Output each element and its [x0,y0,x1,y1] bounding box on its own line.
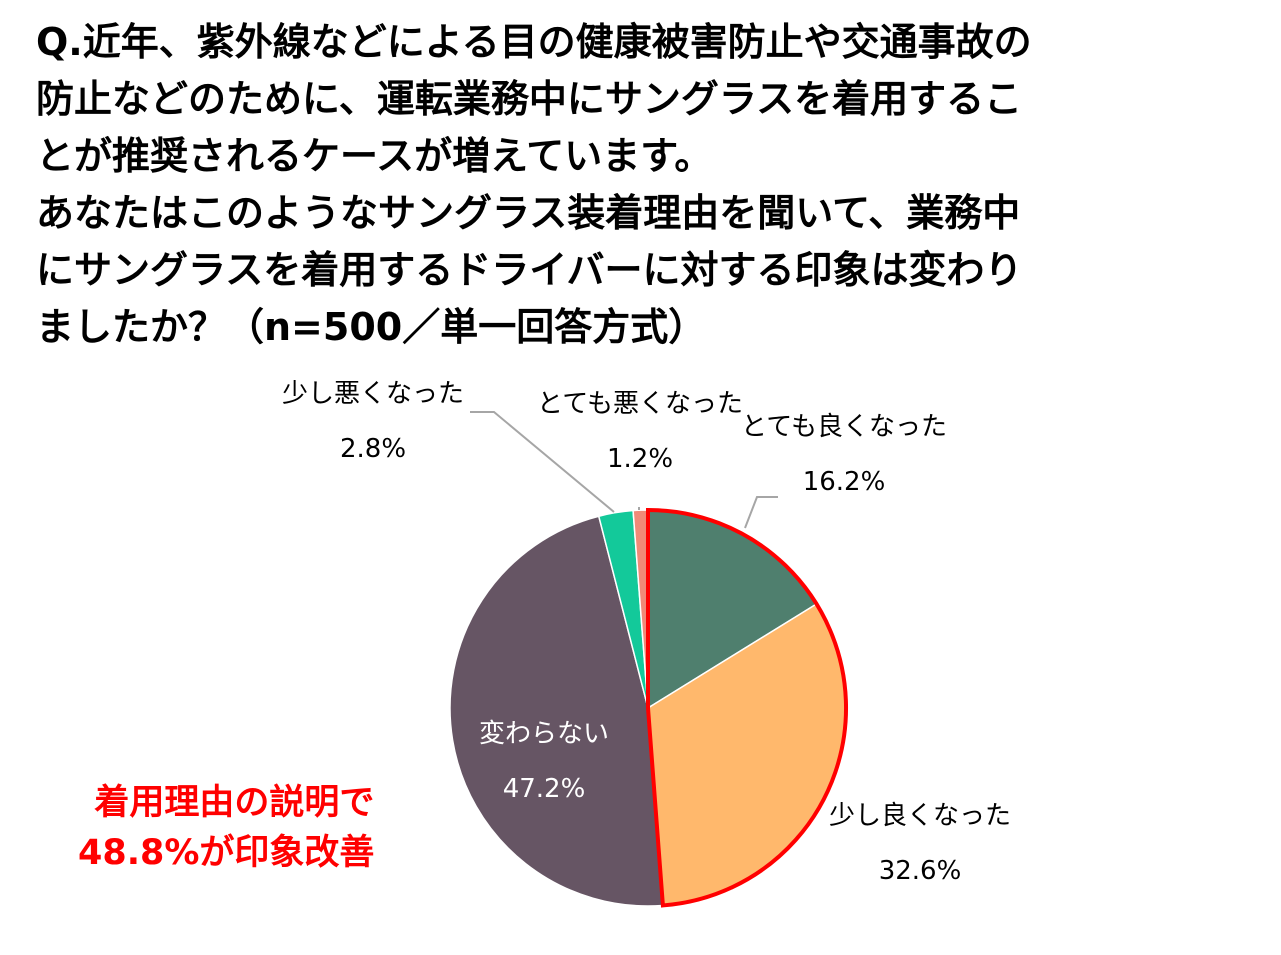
slice-label-3: 変わらない [479,719,609,749]
pie-slices [449,509,847,907]
question-line: ましたか？（n=500／単一回答方式） [36,305,707,349]
callout-text: 着用理由の説明で 48.8%が印象改善 [78,778,374,878]
callout-line-1: 着用理由の説明で [94,783,375,823]
slice-label-5: とても悪くなった [537,389,743,419]
question-line: あなたはこのようなサングラス装着理由を聞いて、業務中 [36,191,1021,235]
callout-line-2: 48.8%が印象改善 [78,833,375,873]
question-line: Q.近年、紫外線などによる目の健康被害防止や交通事故の [36,20,1032,64]
slice-value-4: 2.8% [340,434,406,464]
pie-chart: とても良くなった 16.2% 少し良くなった 32.6% 変わらない 47.2% 少し悪くな… [282,379,1011,908]
pie-slice-3 [449,515,664,907]
slice-value-3: 47.2% [503,774,586,804]
highlight-outline [646,507,848,908]
slice-label-2: 少し良くなった [829,801,1011,831]
slice-value-1: 16.2% [803,467,886,497]
highlight-border [646,507,848,908]
question-line: とが推奨されるケースが増えています。 [36,134,713,178]
slice-value-2: 32.6% [879,856,962,886]
leader-line-4 [470,411,615,513]
question-text: Q.近年、紫外線などによる目の健康被害防止や交通事故の 防止などのために、運転業… [36,14,1251,356]
slice-label-4: 少し悪くなった [282,379,464,409]
slice-labels: とても良くなった 16.2% 少し良くなった 32.6% 変わらない 47.2% 少し悪くな… [282,379,1011,886]
leader-lines [470,411,778,529]
leader-line-1 [744,496,778,529]
question-line: にサングラスを着用するドライバーに対する印象は変わり [36,248,1023,292]
question-line: 防止などのために、運転業務中にサングラスを着用するこ [36,77,1023,121]
slice-value-5: 1.2% [607,444,673,474]
slice-label-1: とても良くなった [741,412,947,442]
